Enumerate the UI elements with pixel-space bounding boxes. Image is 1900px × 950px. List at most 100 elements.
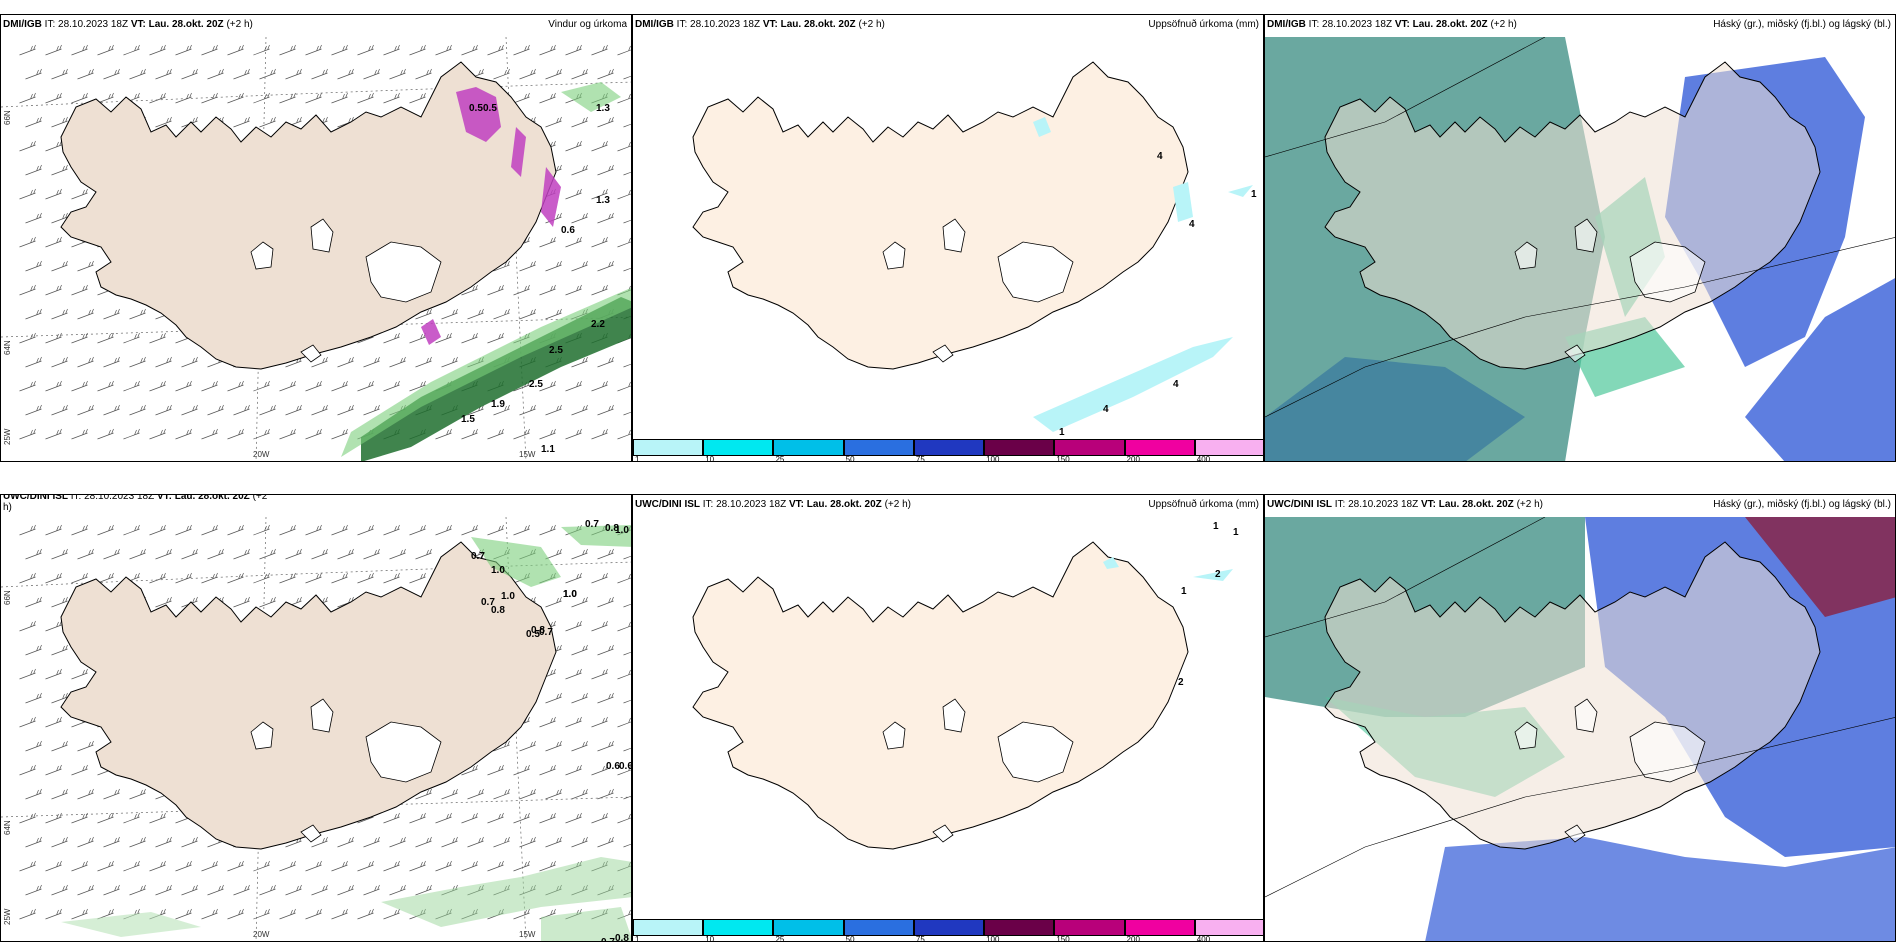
precip-label: 0.6 (606, 761, 620, 772)
accum-label: 4 (1189, 219, 1195, 230)
precip-label: 1.3 (596, 195, 610, 206)
glacier-outline (1514, 241, 1538, 270)
glacier-outline (1564, 344, 1586, 363)
model-name: DMI/IGB (3, 19, 42, 30)
precip-label: 0.7 (539, 627, 553, 638)
vt-value: Lau. 28.okt. 20Z (806, 499, 882, 510)
precip-label: 1.1 (541, 444, 555, 455)
accum-label: 1 (1213, 521, 1219, 532)
colorbar-swatch (984, 919, 1055, 936)
precip-label: 0.5 (469, 103, 483, 114)
precip-label: 2.5 (549, 345, 563, 356)
lead-time: (+2 h) (884, 499, 911, 510)
it-value: 28.10.2023 18Z (1322, 19, 1393, 30)
panel-dmi-wind: 0.5 0.5 1.3 1.3 0.6 2.2 2.5 2.5 1.9 1.5 1.1 20W 15W 6… (0, 14, 632, 462)
accum-label: 1 (1059, 427, 1065, 437)
lead-time: (+2 h) (1516, 499, 1543, 510)
lead-time: (+2 h) (1490, 19, 1517, 30)
vt-label: VT: (788, 499, 804, 510)
it-label: IT: (1334, 499, 1346, 510)
colorbar-swatch (633, 439, 704, 456)
wind-map: 0.71.00.71.00.80.81.00.50.71.00.60.60.70… (1, 517, 631, 942)
lat-label-64n: 64N (3, 340, 12, 355)
it-label: IT: (1308, 19, 1320, 30)
glacier-outline (300, 344, 322, 363)
precip-label: 1.5 (461, 414, 475, 425)
lon-label-20w: 20W (253, 450, 270, 459)
panel-header: DMI/IGB IT: 28.10.2023 18Z VT: Lau. 28.o… (1267, 19, 1517, 30)
iceland-landmass (692, 61, 1189, 370)
colorbar-tick: 150 (1056, 455, 1070, 462)
panel-title: Vindur og úrkoma (548, 19, 627, 30)
glacier-outline (932, 824, 954, 843)
precip-label: 1.9 (491, 399, 505, 410)
precip-label: 1.3 (596, 103, 610, 114)
panel-dmi-cloud: DMI/IGB IT: 28.10.2023 18Z VT: Lau. 28.o… (1264, 14, 1896, 462)
model-name: UWC/DINI ISL (3, 494, 68, 502)
precip-label: 1.0 (491, 565, 505, 576)
vt-label: VT: (1394, 19, 1410, 30)
it-value: 28.10.2023 18Z (716, 499, 787, 510)
precip-label: 0.7 (585, 519, 599, 530)
precip-label: 0.5 (483, 103, 497, 114)
panel-header: UWC/DINI ISL IT: 28.10.2023 18Z VT: Lau.… (3, 494, 267, 513)
vt-value: Lau. 28.okt. 20Z (780, 19, 856, 30)
iceland-landmass (60, 541, 557, 850)
lon-label-15w: 15W (519, 930, 536, 939)
accum-label: 4 (1173, 379, 1179, 390)
panel-title: Uppsöfnuð úrkoma (mm) (1148, 499, 1259, 510)
colorbar-swatch (1124, 439, 1195, 456)
panel-uwc-wind: 0.71.00.71.00.80.81.00.50.71.00.60.60.70… (0, 494, 632, 942)
colorbar-tick: 150 (1056, 935, 1070, 942)
accum-label: 2 (1215, 569, 1221, 580)
panel-uwc-accum: 1 1 2 1 2 1 10 25 50 75 100 150 200 400 UWC/DINI ISL I… (632, 494, 1264, 942)
it-value: 28.10.2023 18Z (58, 19, 129, 30)
precip-label: 0.8 (615, 933, 629, 942)
it-value: 28.10.2023 18Z (690, 19, 761, 30)
colorbar-swatch (843, 919, 914, 936)
glacier-outline (1574, 218, 1598, 253)
glacier-outline (882, 241, 906, 270)
accum-label: 4 (1157, 151, 1163, 162)
colorbar-tick: 50 (845, 935, 855, 942)
lead-time: (+2 h) (858, 19, 885, 30)
lat-label-66n: 66N (3, 590, 12, 605)
precip-label: 1.0 (563, 589, 577, 600)
colorbar-swatch (913, 439, 985, 456)
panel-title: Háský (gr.), miðský (fj.bl.) og lágský (… (1713, 19, 1891, 30)
colorbar-tick: 10 (705, 455, 715, 462)
colorbar-swatch (984, 439, 1055, 456)
iceland-landmass (1324, 61, 1821, 370)
colorbar-swatch (1194, 919, 1263, 936)
wind-map: 0.5 0.5 1.3 1.3 0.6 2.2 2.5 2.5 1.9 1.5 1.1 (1, 37, 631, 461)
colorbar-swatch (703, 919, 774, 936)
glacier-outline (365, 721, 442, 783)
lat-label-64n: 64N (3, 820, 12, 835)
glacier-outline (310, 698, 334, 733)
colorbar-swatch (843, 439, 914, 456)
glacier-outline (365, 241, 442, 303)
precip-label: 0.7 (471, 551, 485, 562)
lon-label-25w: 25W (3, 428, 12, 445)
cloud-map (1265, 37, 1895, 461)
vt-value: Lau. 28.okt. 20Z (1438, 499, 1514, 510)
panel-header: DMI/IGB IT: 28.10.2023 18Z VT: Lau. 28.o… (3, 19, 253, 30)
colorbar: 1 10 25 50 75 100 150 200 400 (633, 915, 1263, 941)
precip-label: 0.8 (491, 605, 505, 616)
it-label: IT: (702, 499, 714, 510)
accum-areas (1103, 557, 1233, 581)
vt-value: Lau. 28.okt. 20Z (1412, 19, 1488, 30)
coast-boundary-line (1265, 517, 1546, 638)
colorbar-tick: 200 (1126, 455, 1140, 462)
colorbar-tick: 50 (845, 455, 855, 462)
colorbar-swatch (913, 919, 985, 936)
region-boundary-line (1265, 717, 1895, 898)
glacier-outline (997, 241, 1074, 303)
colorbar-swatch (1054, 439, 1125, 456)
precip-label: 2.2 (591, 319, 605, 330)
precip-areas (61, 525, 631, 941)
glacier-outline (942, 218, 966, 253)
colorbar-swatch (633, 919, 704, 936)
glacier-outline (250, 241, 274, 270)
